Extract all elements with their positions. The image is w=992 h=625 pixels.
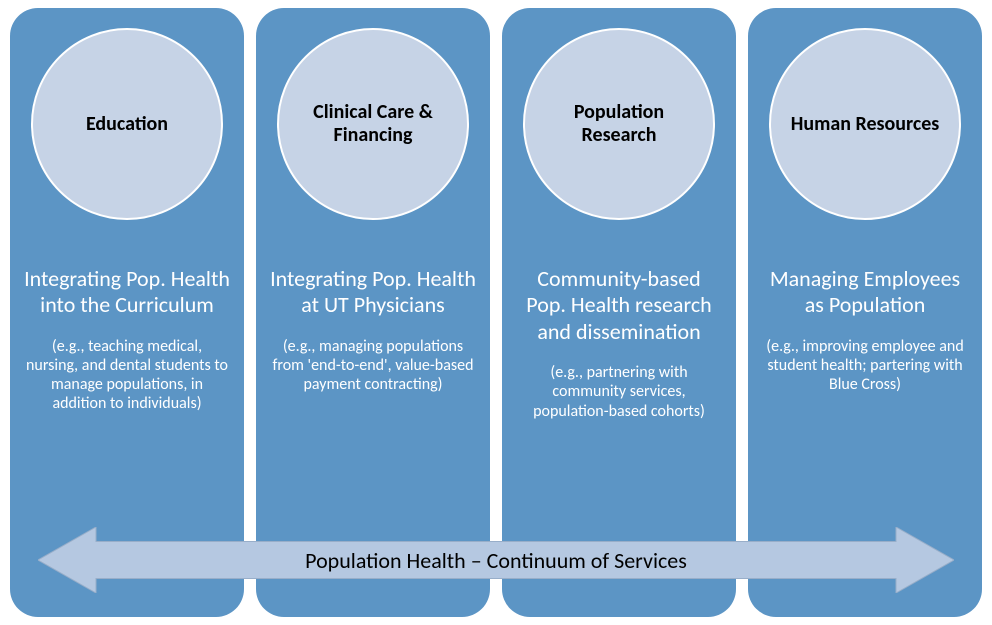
circle-human-resources: Human Resources (769, 28, 961, 220)
circle-education: Education (31, 28, 223, 220)
example-text: (e.g., teaching medical, nursing, and de… (20, 337, 234, 414)
circle-clinical-care: Clinical Care & Financing (277, 28, 469, 220)
double-arrow-icon (38, 527, 954, 593)
column-clinical-care: Clinical Care & Financing Integrating Po… (256, 8, 490, 617)
example-text: (e.g., partnering with community service… (512, 363, 726, 421)
circle-population-research: Population Research (523, 28, 715, 220)
subtitle: Community-based Pop. Health research and… (512, 266, 726, 345)
circle-label: Human Resources (791, 113, 940, 136)
example-text: (e.g., managing populations from 'end-to… (266, 337, 480, 395)
column-human-resources: Human Resources Managing Employees as Po… (748, 8, 982, 617)
circle-label: Population Research (535, 101, 703, 147)
subtitle: Integrating Pop. Health into the Curricu… (20, 266, 234, 319)
circle-label: Education (86, 113, 168, 136)
continuum-arrow: Population Health – Continuum of Service… (38, 527, 954, 593)
circle-label: Clinical Care & Financing (289, 101, 457, 147)
subtitle: Managing Employees as Population (758, 266, 972, 319)
arrow-shape (38, 527, 954, 593)
subtitle: Integrating Pop. Health at UT Physicians (266, 266, 480, 319)
column-education: Education Integrating Pop. Health into t… (10, 8, 244, 617)
column-population-research: Population Research Community-based Pop.… (502, 8, 736, 617)
example-text: (e.g., improving employee and student he… (758, 337, 972, 395)
